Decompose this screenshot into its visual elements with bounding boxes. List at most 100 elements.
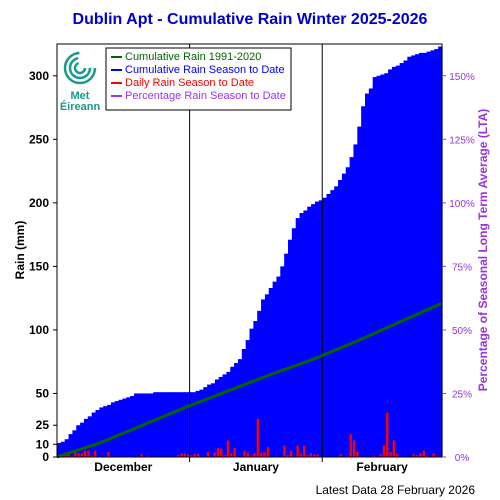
cumulative-bar <box>311 204 316 457</box>
daily-bar <box>283 445 286 457</box>
cumulative-bar <box>95 409 100 457</box>
cumulative-bar <box>422 52 428 457</box>
cumulative-bar <box>268 287 274 457</box>
cumulative-bar <box>130 396 135 457</box>
daily-bar <box>90 455 94 457</box>
cumulative-bar <box>376 75 381 458</box>
cumulative-bar <box>257 310 262 457</box>
cumulative-bar <box>322 197 328 458</box>
plot-area <box>56 43 443 462</box>
cumulative-bar <box>276 276 281 457</box>
daily-bar <box>183 453 186 457</box>
daily-bar <box>289 450 293 457</box>
daily-bar <box>233 448 236 457</box>
cumulative-bar <box>214 379 220 457</box>
month-separators <box>189 44 323 462</box>
cumulative-bar <box>99 407 104 457</box>
daily-bar <box>313 454 316 457</box>
daily-bar <box>372 455 376 457</box>
plot-frame <box>56 43 443 458</box>
cumulative-bar <box>222 374 227 457</box>
cumulative-bar <box>207 384 212 457</box>
daily-bar <box>263 451 266 457</box>
cumulative-bar <box>110 402 116 457</box>
daily-bar <box>352 440 356 457</box>
daily-bar <box>176 455 180 457</box>
daily-bar <box>180 453 183 457</box>
right-axis-label: Percentage of Seasonal Long Term Average… <box>476 109 490 392</box>
cumulative-bar <box>187 392 193 457</box>
daily-bar <box>412 454 415 457</box>
y-tick-label: 50 <box>36 386 50 400</box>
cumulative-bar <box>134 393 139 457</box>
right-tick-label: 25% <box>452 389 472 400</box>
daily-bar <box>213 452 216 457</box>
cumulative-bar <box>218 376 224 457</box>
daily-bar <box>107 451 110 457</box>
cumulative-bar <box>430 50 435 457</box>
cumulative-bar <box>180 392 185 457</box>
cumulative-bar <box>118 399 124 457</box>
cumulative-bar <box>307 206 312 457</box>
cumulative-bar <box>184 392 189 457</box>
cumulative-bar <box>64 439 70 457</box>
daily-bar <box>346 455 349 457</box>
logo-text-line2: Éireann <box>60 100 101 113</box>
daily-bar <box>253 453 256 457</box>
daily-bar <box>286 455 289 457</box>
daily-bar <box>382 445 386 457</box>
cumulative-bar <box>164 392 170 457</box>
cumulative-bar <box>211 383 216 457</box>
cumulative-bar <box>314 201 320 457</box>
daily-bar <box>419 453 422 457</box>
daily-bar <box>216 448 220 457</box>
legend-box <box>105 47 292 111</box>
cumulative-bar <box>407 56 412 457</box>
daily-bar <box>309 453 313 457</box>
cumulative-bar <box>157 392 162 457</box>
legend-label: Percentage Rain Season to Date <box>125 90 286 102</box>
cumulative-bar <box>365 93 370 457</box>
legend-label: Cumulative Rain 1991-2020 <box>125 51 261 63</box>
y-tick-label: 100 <box>29 323 49 337</box>
cumulative-bar <box>145 393 150 457</box>
daily-bar <box>70 455 74 457</box>
cumulative-bar <box>87 416 93 457</box>
cumulative-bars <box>57 46 443 458</box>
daily-bar <box>190 455 193 457</box>
cumulative-bar <box>272 281 278 457</box>
daily-bars <box>57 412 442 457</box>
daily-bar <box>94 450 97 457</box>
daily-bar <box>389 451 392 457</box>
daily-bar <box>259 453 263 457</box>
cumulative-bar <box>438 46 443 458</box>
cumulative-bar <box>295 218 301 457</box>
daily-bar <box>349 434 352 457</box>
daily-bar <box>356 451 359 457</box>
cumulative-bar <box>191 392 197 457</box>
cumulative-bar <box>288 239 293 457</box>
legend-label: Cumulative Rain Season to Date <box>125 64 285 76</box>
daily-bar <box>193 453 196 457</box>
cumulative-bar <box>380 74 385 457</box>
cumulative-bar <box>245 340 251 457</box>
daily-bar <box>226 440 230 457</box>
cumulative-bar <box>338 179 343 458</box>
right-tick-label: 125% <box>449 135 475 146</box>
y-tick-label: 200 <box>29 196 49 210</box>
cumulative-bar <box>372 77 378 457</box>
cumulative-bar <box>341 173 347 457</box>
month-label: February <box>356 460 408 474</box>
chart-title: Dublin Apt - Cumulative Rain Winter 2025… <box>73 11 428 28</box>
cumulative-bar <box>72 430 77 457</box>
latest-data-note: Latest Data 28 February 2026 <box>316 483 476 497</box>
cumulative-bar <box>299 213 304 457</box>
daily-bar <box>196 453 200 457</box>
cumulative-bar <box>334 186 339 457</box>
cumulative-bar <box>76 425 81 457</box>
cumulative-bar <box>80 422 85 457</box>
daily-bar <box>220 448 223 457</box>
cumulative-bar <box>330 190 335 457</box>
daily-bar <box>432 453 435 457</box>
